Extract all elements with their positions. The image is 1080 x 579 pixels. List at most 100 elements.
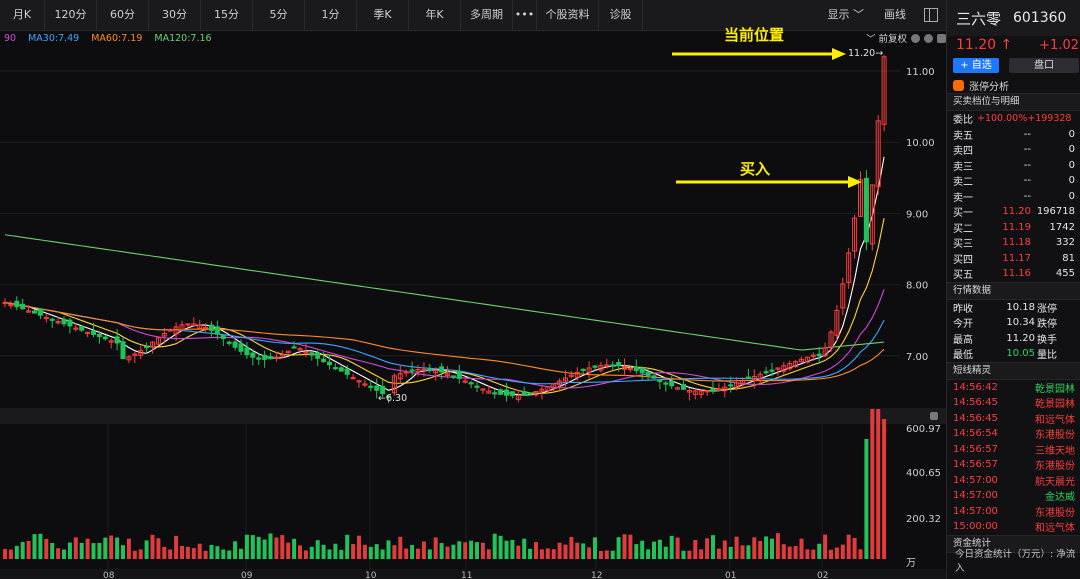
buy-level-row: 买一 11.20 196718 bbox=[947, 204, 1080, 220]
sprite-row: 15:00:00 和远气体 bbox=[947, 519, 1080, 535]
sprite-time: 15:00:00 bbox=[953, 521, 998, 533]
ma-legend: 90 MA30:7.49 MA60:7.19 MA120:7.16 bbox=[0, 30, 946, 46]
candle-body bbox=[639, 367, 645, 374]
level-price: 11.16 bbox=[1002, 268, 1031, 280]
volume-bar bbox=[634, 544, 639, 559]
volume-bar bbox=[876, 409, 881, 559]
add-icon[interactable] bbox=[911, 33, 920, 43]
sidebar-toggle-icon[interactable] bbox=[924, 8, 938, 22]
volume-bar bbox=[298, 545, 302, 559]
candle-body bbox=[852, 217, 858, 252]
minus-icon[interactable] bbox=[924, 33, 933, 43]
candle-body bbox=[303, 351, 309, 354]
date-tick: 10 bbox=[365, 571, 377, 579]
volume-bar bbox=[587, 547, 592, 559]
volume-bar bbox=[339, 549, 344, 559]
sprite-row: 14:56:57 东港股份 bbox=[947, 457, 1080, 473]
volume-bar bbox=[115, 537, 120, 559]
period-tab[interactable]: 年K bbox=[409, 0, 461, 30]
candle-body bbox=[67, 319, 73, 327]
quote-value: 10.18 bbox=[1006, 301, 1035, 313]
display-menu-button[interactable]: 显示 ﹀ bbox=[818, 0, 875, 30]
period-tab[interactable]: 多周期 bbox=[461, 0, 513, 30]
candle-body bbox=[846, 252, 852, 283]
candle-body bbox=[397, 373, 403, 380]
ma-legend-item: MA120:7.16 bbox=[154, 32, 212, 44]
buy-level-row: 买五 11.16 455 bbox=[947, 266, 1080, 282]
volume-bar bbox=[663, 546, 668, 559]
level-price: -- bbox=[1023, 175, 1031, 187]
volume-bar bbox=[463, 542, 468, 559]
volume-bar bbox=[834, 547, 839, 559]
draw-line-button[interactable]: 画线 bbox=[884, 8, 906, 21]
volume-bar bbox=[669, 535, 674, 559]
period-tab[interactable]: 60分 bbox=[97, 0, 149, 30]
adjust-dropdown[interactable]: ﹀ 前复权 bbox=[865, 34, 907, 45]
candle-body bbox=[734, 382, 740, 389]
price-change: +1.02 bbox=[1039, 37, 1079, 53]
period-tab[interactable]: 5分 bbox=[253, 0, 305, 30]
add-watchlist-button[interactable]: + 自选 bbox=[953, 58, 999, 73]
period-tab[interactable]: 月K bbox=[0, 0, 45, 30]
quote-row: 最高 11.20 换手 bbox=[947, 331, 1080, 347]
candle-body bbox=[191, 323, 197, 327]
period-tab[interactable]: 季K bbox=[357, 0, 409, 30]
volume-bar bbox=[882, 419, 887, 559]
candle-body bbox=[391, 375, 397, 394]
period-tab[interactable]: ••• bbox=[513, 0, 537, 30]
candle-body bbox=[799, 358, 804, 363]
level-volume: 0 bbox=[1068, 175, 1075, 187]
period-toolbar: 月K 120分 60分 30分 15分 5分 1分 季K 年K 多周期 ••• 个股资料 诊股 显示 ﹀… bbox=[0, 0, 946, 31]
quote-row: 昨收 10.18 涨停 bbox=[947, 300, 1080, 316]
sprite-stock: 东港股份 bbox=[1035, 461, 1075, 473]
candle-body bbox=[285, 350, 291, 354]
quote-label: 今开 bbox=[953, 319, 973, 331]
candle-body bbox=[787, 363, 793, 370]
gear-icon[interactable] bbox=[937, 33, 946, 43]
volume-bar bbox=[764, 536, 769, 559]
candle-body bbox=[256, 357, 262, 360]
pankou-button[interactable]: 盘口 bbox=[1009, 58, 1079, 73]
volume-bar bbox=[451, 544, 456, 559]
volume-bar bbox=[563, 544, 568, 559]
volume-bar bbox=[534, 542, 538, 559]
sprite-row: 14:56:42 乾景园林 bbox=[947, 380, 1080, 396]
current-position-annotation: 当前位置 bbox=[724, 26, 784, 44]
level-volume: 196718 bbox=[1036, 206, 1075, 218]
period-tab[interactable]: 1分 bbox=[305, 0, 357, 30]
volume-bar bbox=[575, 542, 580, 559]
volume-bar bbox=[870, 409, 875, 559]
volume-bar bbox=[32, 534, 37, 559]
limit-analysis-link[interactable]: 涨停分析 bbox=[947, 77, 1080, 93]
sprite-time: 14:57:00 bbox=[953, 474, 998, 486]
volume-bar bbox=[268, 533, 273, 559]
volume-bar bbox=[286, 542, 291, 559]
kline-chart[interactable]: 11.00 10.00 9.00 8.00 7.00 08 09 10 11 12 01 02 600.… bbox=[0, 26, 946, 579]
candle-body bbox=[327, 361, 332, 366]
sprite-stock: 乾景园林 bbox=[1035, 383, 1075, 395]
candle-body bbox=[822, 347, 828, 357]
level-volume: 0 bbox=[1068, 159, 1075, 171]
candle-body bbox=[238, 343, 244, 352]
volume-bar bbox=[693, 540, 698, 559]
date-tick: 11 bbox=[461, 571, 472, 579]
buy-level-row: 买二 11.19 1742 bbox=[947, 220, 1080, 236]
period-tab[interactable]: 诊股 bbox=[599, 0, 643, 30]
orderbook-levels: 卖五 -- 0 卖四 -- 0 卖三 -- 0 卖二 -- 0 卖一 -- 0 买一 11.20 196718 买二… bbox=[947, 127, 1080, 282]
volume-tick: 600.97 bbox=[906, 424, 941, 435]
candle-body bbox=[279, 354, 285, 357]
period-tab[interactable]: 个股资料 bbox=[537, 0, 599, 30]
volume-bar bbox=[209, 544, 214, 559]
period-tab[interactable]: 120分 bbox=[45, 0, 97, 30]
quote-extra: 涨停 bbox=[1037, 303, 1057, 315]
candle-body bbox=[881, 56, 887, 125]
period-tab[interactable]: 15分 bbox=[201, 0, 253, 30]
volume-bar bbox=[610, 550, 615, 559]
level-label: 卖三 bbox=[953, 161, 973, 173]
volume-bar bbox=[416, 548, 420, 559]
period-tab[interactable]: 30分 bbox=[149, 0, 201, 30]
level-price: -- bbox=[1023, 190, 1031, 202]
candle-body bbox=[504, 389, 509, 396]
volume-bar bbox=[752, 537, 757, 559]
quote-value: 10.05 bbox=[1006, 348, 1035, 360]
